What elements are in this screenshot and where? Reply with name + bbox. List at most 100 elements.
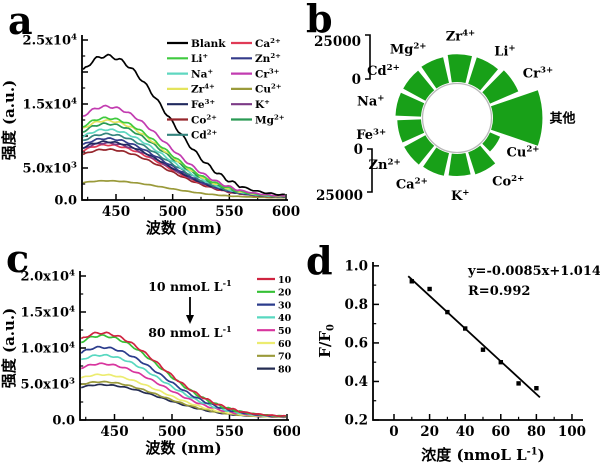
legend-label-80: 80 xyxy=(278,364,292,375)
series-line-Cr3 xyxy=(82,104,286,198)
y-tick-label: 2.0x104 xyxy=(21,269,75,285)
panel-b-letter: b xyxy=(306,0,333,41)
y-axis-title: F/F0 xyxy=(316,324,336,358)
legend-label-Cr3: Cr3+ xyxy=(255,67,280,80)
scale-label: 0 xyxy=(354,142,363,158)
rose-label-Co2: Co2+ xyxy=(492,174,524,190)
panel-b: b 其他 Cr3+ Li+ Zr4+ Mg2+ Cd2+ Na+ Fe3+ Zn2+ Ca2+ K+… xyxy=(300,0,600,238)
legend-label-Cu2: Cu2+ xyxy=(255,83,282,96)
legend-label-70: 70 xyxy=(278,352,292,363)
rose-wedge-其他 xyxy=(491,90,543,146)
x-tick-label: 60 xyxy=(491,424,510,440)
y-tick-label: 1.0 xyxy=(345,258,369,274)
x-axis-title: 浓度 (nmoL L-1) xyxy=(421,446,545,464)
legend-label-20: 20 xyxy=(278,288,292,299)
rose-wedge-Ca2 xyxy=(423,147,449,176)
legend-label-50: 50 xyxy=(278,326,292,337)
x-tick-label: 0 xyxy=(389,424,398,440)
y-tick-label: 0.6 xyxy=(345,335,369,351)
x-axis-title: 波数 (nm) xyxy=(145,439,221,457)
x-tick-label: 20 xyxy=(420,424,439,440)
legend-label-Co2: Co2+ xyxy=(191,113,217,126)
y-tick-label: 1.0x104 xyxy=(21,341,75,357)
panel-d-letter: d xyxy=(306,238,333,283)
y-tick-label: 0.4 xyxy=(345,374,369,390)
data-point xyxy=(463,326,468,331)
rose-label-Zr4: Zr4+ xyxy=(446,29,476,45)
rose-wedge-Li xyxy=(468,57,498,91)
legend-label-K: K+ xyxy=(255,98,270,111)
series-line-10 xyxy=(80,331,286,418)
data-point xyxy=(516,381,521,386)
panel-c: c 450 500 550 600 0.0 5.0x103 1.0x104 1.5x104 2.… xyxy=(0,237,300,475)
data-point xyxy=(427,286,432,292)
annotation-arrow-head xyxy=(186,315,194,324)
x-tick-label: 40 xyxy=(456,424,475,440)
y-tick-label: 2.5x104 xyxy=(23,33,77,49)
rose-label-Cr3: Cr3+ xyxy=(523,65,553,81)
y-tick-label: 5.0x103 xyxy=(21,377,75,393)
fit-equation: y=-0.0085x+1.0143 xyxy=(467,264,600,279)
y-tick-label: 0.0 xyxy=(52,414,75,429)
legend-label-30: 30 xyxy=(278,300,292,311)
legend-label-Na: Na+ xyxy=(191,67,213,80)
series-line-60 xyxy=(80,373,286,418)
fit-line xyxy=(407,275,541,399)
x-tick-label: 450 xyxy=(100,424,128,440)
rose-label-Ca2: Ca2+ xyxy=(396,177,428,193)
data-point xyxy=(480,347,486,352)
y-tick-label: 0.2 xyxy=(345,413,369,429)
rose-label-Na: Na+ xyxy=(357,94,385,110)
x-tick-label: 600 xyxy=(273,424,300,440)
x-axis-title: 波数 (nm) xyxy=(146,219,222,237)
annotation-to: 80 nmoL L-1 xyxy=(148,324,232,340)
legend-label-60: 60 xyxy=(278,339,292,350)
panel-a-letter: a xyxy=(8,0,33,43)
legend-label-Mg2: Mg2+ xyxy=(255,113,285,126)
legend-label-10: 10 xyxy=(278,275,292,286)
y-tick-label: 0.8 xyxy=(345,297,369,313)
x-tick-label: 600 xyxy=(272,204,300,220)
legend-label-Cd2: Cd2+ xyxy=(191,129,217,142)
y-tick-label: 1.5x104 xyxy=(23,97,77,113)
rose-label-Zn2: Zn2+ xyxy=(369,157,401,173)
scale-bracket xyxy=(367,148,373,193)
scale-label: 0 xyxy=(352,72,361,88)
legend-label-Blank: Blank xyxy=(191,38,226,50)
legend-label-Fe3: Fe3+ xyxy=(191,98,215,111)
legend-label-Ca2: Ca2+ xyxy=(255,37,281,50)
data-point xyxy=(534,386,539,391)
rose-label-Mg2: Mg2+ xyxy=(390,42,427,58)
rose-wedge-Zn2 xyxy=(404,135,435,165)
rose-label-K: K+ xyxy=(451,188,470,204)
panel-a: a 450 500 550 600 0.0 5.0x103 1.5x104 2.5x104 波数… xyxy=(0,0,300,238)
rose-wedge-Na xyxy=(395,92,425,117)
series-line-Cu2 xyxy=(82,179,285,199)
rose-wedge-Zr4 xyxy=(447,54,472,83)
panel-d: d 0 20 40 60 80 100 0.2 0.4 0.6 0.8 1.0 浓度 (nmoL L-… xyxy=(300,237,600,475)
panel-d-calibration-chart: 0 20 40 60 80 100 0.2 0.4 0.6 0.8 1.0 浓度 (nmoL L-1)… xyxy=(316,258,600,464)
scale-label: 25000 xyxy=(316,188,363,204)
rose-label-Li: Li+ xyxy=(494,44,515,60)
rose-wedge-Fe3 xyxy=(397,119,425,143)
legend-label-Li: Li+ xyxy=(191,52,208,65)
scale-bracket xyxy=(365,34,371,80)
x-tick-label: 500 xyxy=(159,204,187,220)
panel-a-spectra-chart: 450 500 550 600 0.0 5.0x103 1.5x104 2.5x104 波数 (… xyxy=(0,33,300,237)
rose-label-Cu2: Cu2+ xyxy=(507,145,540,161)
y-tick-label: 1.5x104 xyxy=(21,305,75,321)
data-point xyxy=(409,279,414,284)
y-tick-label: 0.0 xyxy=(54,194,77,209)
legend-label-Zr4: Zr4+ xyxy=(191,83,215,96)
fit-r-value: R=0.992 xyxy=(468,284,530,299)
rose-label-其他: 其他 xyxy=(550,111,576,127)
rose-wedge-Mg2 xyxy=(421,57,449,89)
rose-label-Cd2: Cd2+ xyxy=(367,63,400,79)
x-tick-label: 550 xyxy=(215,204,243,220)
rose-label-Fe3: Fe3+ xyxy=(356,127,386,143)
series-line-Zr4 xyxy=(82,118,286,198)
panel-b-rose-chart: 其他 Cr3+ Li+ Zr4+ Mg2+ Cd2+ Na+ Fe3+ Zn2+ Ca2+ K+ Co… xyxy=(314,29,576,205)
y-axis-title: 强度 (a.u.) xyxy=(0,80,18,161)
x-tick-label: 550 xyxy=(215,424,243,440)
rose-wedge-Cr3 xyxy=(482,70,519,104)
